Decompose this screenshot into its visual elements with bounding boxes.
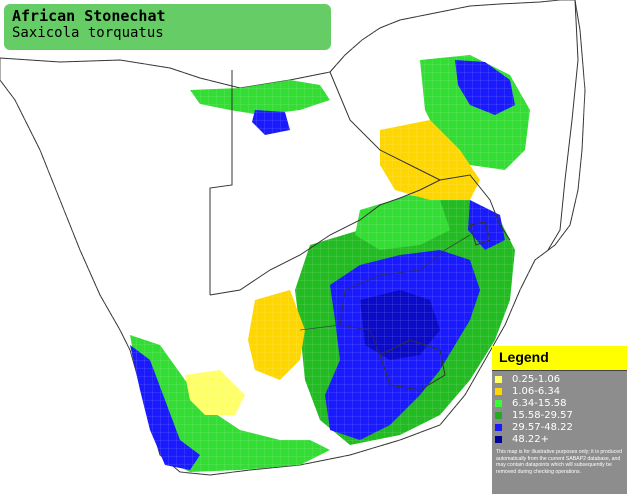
legend-item: 6.34-15.58: [495, 398, 567, 409]
legend-label: 1.06-6.34: [512, 386, 561, 397]
legend-title: Legend: [499, 349, 549, 365]
legend-swatch: [495, 400, 502, 407]
legend-item: 48.22+: [495, 434, 549, 445]
border-botswana-zimbabwe: [329, 71, 441, 181]
border-lesotho: [379, 339, 446, 391]
legend-label: 6.34-15.58: [512, 398, 567, 409]
legend-label: 48.22+: [512, 434, 550, 445]
legend-header: Legend: [492, 346, 627, 371]
legend-item: 15.58-29.57: [495, 410, 573, 421]
border-mozambique: [439, 174, 511, 241]
border-provinces: [299, 234, 471, 356]
legend-item: 1.06-6.34: [495, 386, 560, 397]
legend-panel: Legend 0.25-1.06 1.06-6.34 6.34-15.58 15…: [492, 346, 627, 494]
species-title-panel: African Stonechat Saxicola torquatus: [4, 4, 331, 50]
border-east-coast: [547, 0, 579, 251]
legend-swatch: [495, 424, 502, 431]
legend-swatch: [495, 412, 502, 419]
species-scientific-name: Saxicola torquatus: [12, 25, 164, 41]
legend-swatch: [495, 376, 502, 383]
legend-item: 29.57-48.22: [495, 422, 573, 433]
border-swaziland: [469, 221, 491, 246]
species-common-name: African Stonechat: [12, 7, 166, 25]
border-south-africa-north: [209, 179, 441, 296]
legend-swatch: [495, 436, 502, 443]
legend-label: 15.58-29.57: [512, 410, 573, 421]
legend-swatch: [495, 388, 502, 395]
legend-label: 0.25-1.06: [512, 374, 561, 385]
legend-disclaimer: This map is for illustrative purposes on…: [496, 449, 622, 475]
legend-label: 29.57-48.22: [512, 422, 573, 433]
border-namibia-botswana: [209, 70, 233, 295]
legend-item: 0.25-1.06: [495, 374, 560, 385]
